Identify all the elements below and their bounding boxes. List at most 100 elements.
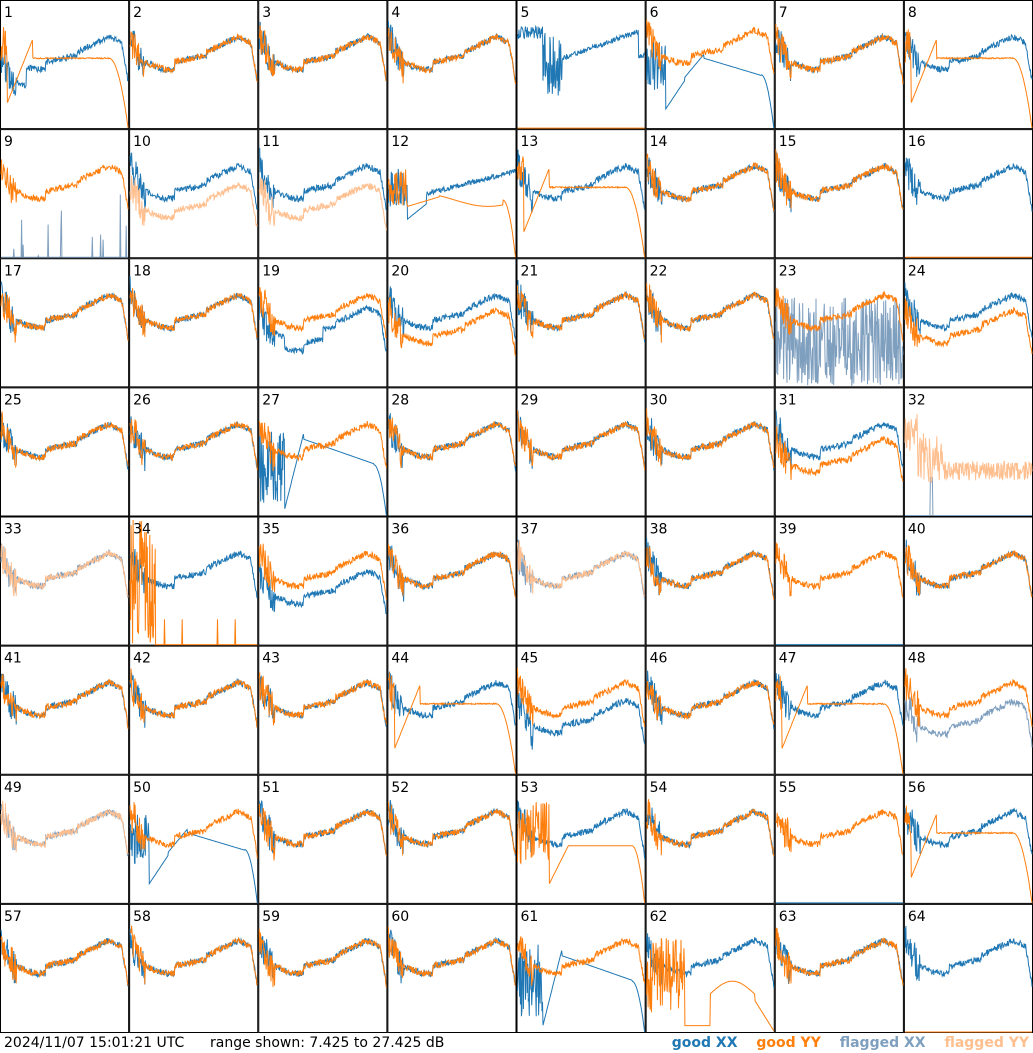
series-yy-line (387, 544, 516, 598)
series-xx-line (904, 157, 1033, 212)
series-xx-line (387, 168, 516, 221)
antenna-panel: 38 (645, 516, 775, 646)
panel-label: 60 (391, 909, 409, 925)
panel-frame (129, 129, 259, 259)
antenna-panel: 44 (387, 645, 517, 775)
panel-frame (903, 387, 1033, 517)
series-yy-line (775, 676, 904, 774)
panel-label: 33 (4, 522, 22, 538)
panel-label: 1 (4, 5, 13, 21)
series-yy-line (258, 543, 387, 600)
panel-label: 43 (262, 651, 280, 667)
antenna-panel: 40 (903, 516, 1033, 646)
series-yy-line (258, 928, 387, 988)
antenna-panel: 52 (387, 774, 517, 904)
panel-label: 27 (262, 392, 280, 408)
series-yy-line (0, 936, 129, 986)
series-yy-line (904, 29, 1033, 129)
series-xx-line (0, 34, 129, 96)
series-yy-line (387, 296, 516, 357)
series-yy-line (129, 925, 258, 986)
antenna-panel: 31 (774, 387, 904, 517)
antenna-panel: 28 (387, 387, 517, 517)
series-xx-line (775, 410, 904, 473)
series-xx-line (129, 814, 258, 903)
panel-label: 15 (779, 134, 797, 150)
panel-label: 52 (391, 780, 409, 796)
antenna-panel: 43 (258, 645, 388, 775)
panel-label: 23 (779, 263, 797, 279)
series-yy-line (129, 519, 258, 646)
panel-frame (129, 0, 259, 130)
series-yy-line (517, 936, 646, 986)
antenna-panel: 15 (774, 129, 904, 259)
panel-label: 41 (4, 651, 22, 667)
antenna-panel: 62 (645, 903, 775, 1033)
series-yy-line (0, 411, 129, 469)
antenna-panel: 63 (774, 903, 904, 1033)
antenna-panel: 47 (774, 645, 904, 775)
series-yy-line (775, 809, 903, 855)
series-yy-line (129, 802, 258, 859)
legend: good XX good YY flagged XX flagged YY (658, 1033, 1029, 1053)
antenna-panel: 7 (774, 0, 904, 130)
antenna-panel: 59 (258, 903, 388, 1033)
panel-label: 48 (908, 651, 926, 667)
antenna-panel: 48 (903, 645, 1033, 775)
panel-label: 59 (262, 909, 280, 925)
series-xx-line (646, 42, 775, 129)
series-yy-line (129, 175, 258, 227)
legend-good-yy: good YY (756, 1035, 821, 1051)
antenna-panel: 29 (516, 387, 646, 517)
series-xx-line (904, 925, 1033, 987)
series-yy-line (129, 31, 258, 83)
antenna-panel: 46 (645, 645, 775, 775)
series-yy-line (904, 544, 1033, 598)
series-yy-line (0, 673, 129, 729)
antenna-panel: 21 (516, 258, 646, 388)
series-yy-line (258, 421, 387, 472)
antenna-panel: 55 (774, 774, 904, 904)
series-yy-line (129, 288, 258, 339)
antenna-panel: 53 (516, 774, 646, 904)
panel-frame (645, 0, 775, 130)
series-xx-line (258, 563, 387, 615)
panel-label: 54 (650, 780, 668, 796)
series-xx-line (517, 683, 646, 750)
series-yy-line (387, 169, 516, 258)
antenna-panel: 41 (0, 645, 130, 775)
series-yy-line (258, 25, 387, 82)
series-yy-line (387, 672, 516, 774)
panel-label: 44 (391, 651, 409, 667)
panel-label: 45 (521, 651, 539, 667)
panel-label: 3 (262, 5, 271, 21)
series-xx-line (1, 194, 129, 258)
series-yy-line (646, 19, 775, 74)
antenna-panel: 39 (774, 516, 904, 646)
series-yy-line (904, 298, 1033, 355)
antenna-panel: 50 (129, 774, 259, 904)
antenna-panel: 14 (645, 129, 775, 259)
range-label: range shown: 7.425 to 27.425 dB (210, 1035, 445, 1051)
panel-label: 16 (908, 134, 926, 150)
series-yy-line (517, 156, 646, 258)
series-xx-line (129, 152, 258, 213)
panel-label: 19 (262, 263, 280, 279)
series-yy-line (0, 544, 129, 598)
series-yy-line (775, 927, 904, 986)
antenna-panel: 18 (129, 258, 259, 388)
series-yy-line (646, 799, 775, 857)
antenna-panel: 13 (516, 129, 646, 259)
panel-label: 35 (262, 522, 280, 538)
antenna-panel: 42 (129, 645, 259, 775)
panel-label: 10 (133, 134, 151, 150)
panel-label: 7 (779, 5, 788, 21)
panel-label: 18 (133, 263, 151, 279)
antenna-panel: 2 (129, 0, 259, 130)
panel-label: 55 (779, 780, 797, 796)
panel-label: 46 (650, 651, 668, 667)
series-xx-line (904, 807, 1033, 855)
antenna-panel: 34 (129, 516, 259, 646)
panel-label: 11 (262, 134, 280, 150)
antenna-panel: 49 (0, 774, 130, 904)
